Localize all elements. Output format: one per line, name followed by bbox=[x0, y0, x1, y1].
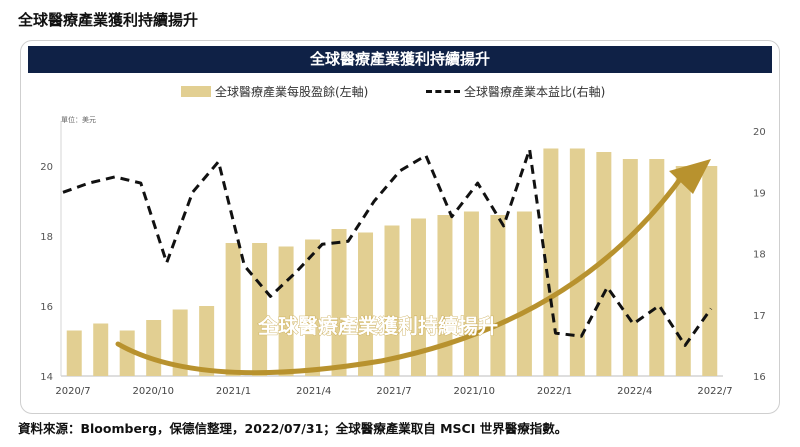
page-title: 全球醫療產業獲利持續揚升 bbox=[18, 11, 199, 29]
eps-bar bbox=[199, 306, 215, 376]
legend-item-pe: 全球醫療產業本益比(右軸) bbox=[426, 83, 605, 100]
left-tick-label: 16 bbox=[40, 302, 53, 313]
source-footnote: 資料來源：Bloomberg，保德信整理，2022/07/31；全球醫療產業取自… bbox=[18, 421, 568, 436]
x-tick-label: 2022/1 bbox=[537, 386, 572, 397]
pe-line bbox=[62, 147, 713, 347]
eps-bar bbox=[702, 166, 718, 376]
right-tick-label: 20 bbox=[753, 127, 766, 138]
eps-bar bbox=[305, 239, 321, 376]
unit-label: 單位：美元 bbox=[61, 116, 96, 124]
right-tick-label: 18 bbox=[753, 250, 766, 261]
legend-eps-label: 全球醫療產業每股盈餘(左軸) bbox=[215, 85, 369, 99]
eps-bar bbox=[596, 152, 612, 376]
eps-bar bbox=[516, 211, 532, 376]
right-tick-label: 19 bbox=[753, 188, 766, 199]
eps-bar bbox=[463, 211, 479, 376]
eps-bar bbox=[675, 166, 691, 376]
chart-card: 全球醫療產業獲利持續揚升 全球醫療產業每股盈餘(左軸) 全球醫療產業本益比(右軸… bbox=[20, 40, 780, 414]
legend-dash-swatch bbox=[426, 90, 460, 93]
eps-bar bbox=[569, 148, 585, 376]
eps-bar bbox=[437, 215, 453, 376]
eps-bar bbox=[119, 330, 135, 376]
legend-pe-label: 全球醫療產業本益比(右軸) bbox=[464, 85, 606, 99]
eps-bar bbox=[172, 309, 188, 376]
trend-annotation: 全球醫療產業獲利持續揚升 bbox=[257, 314, 498, 338]
eps-bar bbox=[490, 215, 506, 376]
trend-arrow-curve bbox=[115, 168, 689, 376]
x-tick-label: 2020/7 bbox=[55, 386, 90, 397]
x-tick-label: 2020/10 bbox=[132, 386, 174, 397]
eps-bar bbox=[649, 159, 665, 376]
right-tick-label: 16 bbox=[753, 372, 766, 383]
left-tick-label: 14 bbox=[40, 372, 53, 383]
eps-bar bbox=[384, 225, 400, 376]
x-tick-label: 2022/4 bbox=[617, 386, 652, 397]
x-tick-label: 2022/7 bbox=[697, 386, 732, 397]
eps-bar bbox=[410, 218, 426, 376]
x-tick-label: 2021/10 bbox=[453, 386, 495, 397]
eps-bar bbox=[93, 323, 109, 376]
x-tick-label: 2021/1 bbox=[216, 386, 251, 397]
left-tick-label: 18 bbox=[40, 232, 53, 243]
eps-bar bbox=[252, 243, 268, 376]
eps-bar bbox=[358, 232, 374, 376]
eps-bar bbox=[622, 159, 638, 376]
eps-bar bbox=[146, 320, 162, 376]
legend-item-eps: 全球醫療產業每股盈餘(左軸) bbox=[181, 83, 368, 100]
trend-arrowhead bbox=[669, 159, 711, 194]
eps-bar bbox=[66, 330, 82, 376]
eps-bar bbox=[278, 246, 294, 376]
right-tick-label: 17 bbox=[753, 311, 766, 322]
left-tick-label: 20 bbox=[40, 162, 53, 173]
eps-bar bbox=[331, 229, 347, 376]
legend: 全球醫療產業每股盈餘(左軸) 全球醫療產業本益比(右軸) bbox=[21, 83, 779, 101]
eps-bar bbox=[225, 243, 241, 376]
x-tick-label: 2021/7 bbox=[376, 386, 411, 397]
legend-bar-swatch bbox=[181, 86, 211, 97]
x-tick-label: 2021/4 bbox=[296, 386, 331, 397]
chart-title-banner: 全球醫療產業獲利持續揚升 bbox=[28, 46, 772, 73]
combo-chart: 14 16 18 20 16 17 18 19 20 2020/7 2020/10 2021/1 202… bbox=[40, 121, 766, 397]
